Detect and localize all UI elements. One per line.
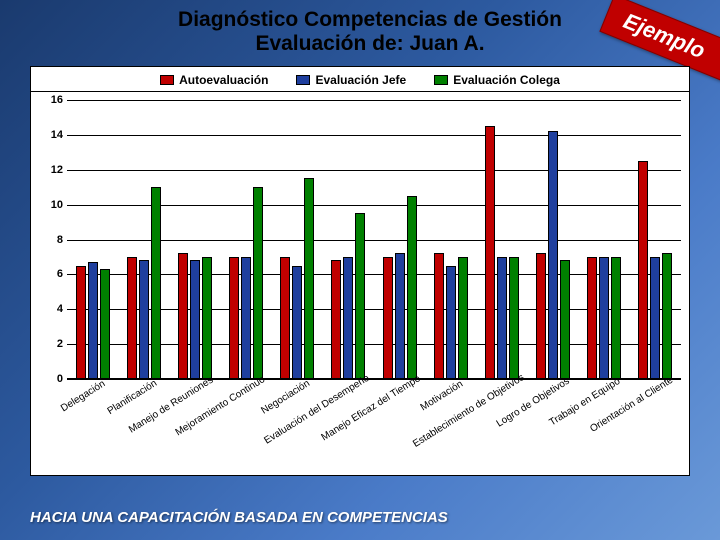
plot-area: DelegaciónPlanificaciónManejo de Reunion… bbox=[31, 92, 689, 471]
gridline bbox=[67, 379, 681, 380]
y-tick-label: 4 bbox=[35, 303, 63, 315]
y-tick-label: 16 bbox=[35, 94, 63, 106]
bar bbox=[100, 269, 110, 379]
x-tick-label: Evaluación del Desempeño bbox=[263, 373, 372, 447]
y-tick-label: 8 bbox=[35, 234, 63, 246]
bar bbox=[497, 257, 507, 379]
bar bbox=[587, 257, 597, 379]
footer-text: HACIA UNA CAPACITACIÓN BASADA EN COMPETE… bbox=[30, 509, 448, 526]
bar bbox=[355, 213, 365, 379]
title-block: Diagnóstico Competencias de Gestión Eval… bbox=[120, 8, 620, 56]
bar bbox=[151, 187, 161, 379]
x-tick-label: Delegación bbox=[59, 378, 107, 414]
bar bbox=[202, 257, 212, 379]
legend-item: Autoevaluación bbox=[160, 73, 268, 87]
slide-root: Diagnóstico Competencias de Gestión Eval… bbox=[0, 0, 720, 540]
bar-cluster: Manejo Eficaz del Tiempo bbox=[374, 100, 425, 379]
title-line-2: Evaluación de: Juan A. bbox=[120, 32, 620, 56]
y-tick-label: 12 bbox=[35, 164, 63, 176]
bar bbox=[407, 196, 417, 379]
legend-item: Evaluación Colega bbox=[434, 73, 560, 87]
x-tick-label: Manejo Eficaz del Tiempo bbox=[319, 373, 422, 443]
y-tick-label: 0 bbox=[35, 373, 63, 385]
bar bbox=[88, 262, 98, 379]
bar bbox=[331, 260, 341, 379]
bar-cluster: Establecimiento de Objetivos bbox=[476, 100, 527, 379]
title-line-1: Diagnóstico Competencias de Gestión bbox=[120, 8, 620, 32]
bar bbox=[536, 253, 546, 379]
bar-cluster: Motivación bbox=[425, 100, 476, 379]
y-tick-label: 14 bbox=[35, 129, 63, 141]
bar bbox=[611, 257, 621, 379]
bar bbox=[395, 253, 405, 379]
y-tick-label: 10 bbox=[35, 199, 63, 211]
x-axis-line bbox=[67, 378, 681, 379]
bar bbox=[599, 257, 609, 379]
bar bbox=[638, 161, 648, 379]
legend-label: Autoevaluación bbox=[179, 73, 268, 87]
bars-row: DelegaciónPlanificaciónManejo de Reunion… bbox=[67, 100, 681, 379]
bar bbox=[485, 126, 495, 379]
bar bbox=[458, 257, 468, 379]
bar bbox=[76, 266, 86, 379]
bar bbox=[190, 260, 200, 379]
legend-label: Evaluación Jefe bbox=[315, 73, 406, 87]
bar bbox=[292, 266, 302, 379]
legend-swatch bbox=[160, 75, 174, 85]
bar bbox=[446, 266, 456, 379]
y-tick-label: 6 bbox=[35, 268, 63, 280]
bar bbox=[509, 257, 519, 379]
bar-cluster: Logro de Objetivos bbox=[528, 100, 579, 379]
legend-label: Evaluación Colega bbox=[453, 73, 560, 87]
y-tick-label: 2 bbox=[35, 338, 63, 350]
bar bbox=[178, 253, 188, 379]
bar-cluster: Orientación al Cliente bbox=[630, 100, 681, 379]
bar bbox=[548, 131, 558, 379]
bar bbox=[253, 187, 263, 379]
bar bbox=[650, 257, 660, 379]
bar bbox=[560, 260, 570, 379]
bar bbox=[280, 257, 290, 379]
legend-swatch bbox=[434, 75, 448, 85]
bar bbox=[229, 257, 239, 379]
legend-item: Evaluación Jefe bbox=[296, 73, 406, 87]
x-tick-label: Manejo de Reuniones bbox=[127, 375, 215, 436]
bar-cluster: Delegación bbox=[67, 100, 118, 379]
competency-chart: Autoevaluación Evaluación Jefe Evaluación … bbox=[30, 66, 690, 476]
bar bbox=[139, 260, 149, 379]
bar-cluster: Negociación bbox=[272, 100, 323, 379]
bar-cluster: Planificación bbox=[118, 100, 169, 379]
bar-cluster: Trabajo en Equipo bbox=[579, 100, 630, 379]
bar-cluster: Mejoramiento Continuo bbox=[221, 100, 272, 379]
chart-legend: Autoevaluación Evaluación Jefe Evaluación … bbox=[31, 67, 689, 92]
bar-cluster: Evaluación del Desempeño bbox=[323, 100, 374, 379]
legend-swatch bbox=[296, 75, 310, 85]
x-tick-label: Mejoramiento Continuo bbox=[174, 374, 268, 438]
bar bbox=[304, 178, 314, 379]
bar-cluster: Manejo de Reuniones bbox=[169, 100, 220, 379]
bar bbox=[241, 257, 251, 379]
bar bbox=[383, 257, 393, 379]
x-tick-label: Motivación bbox=[418, 379, 464, 414]
bar bbox=[343, 257, 353, 379]
bar bbox=[127, 257, 137, 379]
bar bbox=[662, 253, 672, 379]
bar bbox=[434, 253, 444, 379]
